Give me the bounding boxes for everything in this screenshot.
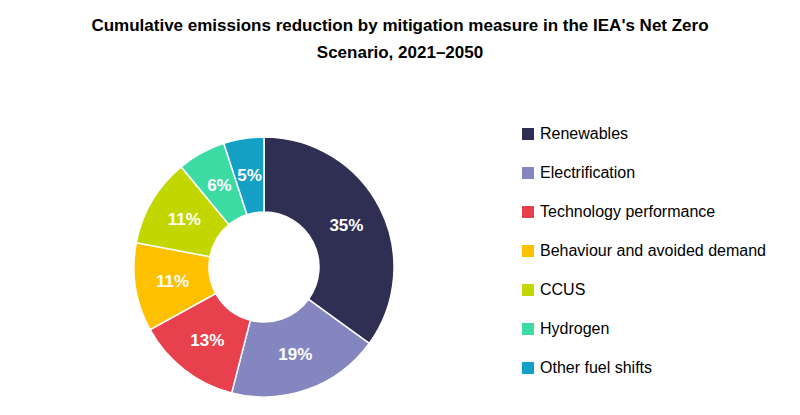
html-text:Hydrogen: Hydrogen [540,319,610,337]
html-text:Technology performance: Technology performance [540,202,716,220]
html-text:Behaviour and avoided demand: Behaviour and avoided demand [540,241,766,259]
svg-text:11%: 11% [156,272,189,291]
html-text:Cumulative emissions reduction: Cumulative emissions reduction by mitiga… [91,16,709,62]
svg-text:19%: 19% [278,345,312,364]
html-text:CCUS: CCUS [540,280,586,298]
svg-text:35%: 35% [329,216,363,235]
svg-text:6%: 6% [207,176,232,195]
html-text:Renewables: Renewables [540,124,629,142]
svg-text:11%: 11% [168,210,201,229]
svg-text:13%: 13% [190,331,224,350]
svg-text:5%: 5% [237,166,262,185]
html-text:Electrification: Electrification [540,163,636,181]
html-text:Other fuel shifts: Other fuel shifts [540,358,652,376]
